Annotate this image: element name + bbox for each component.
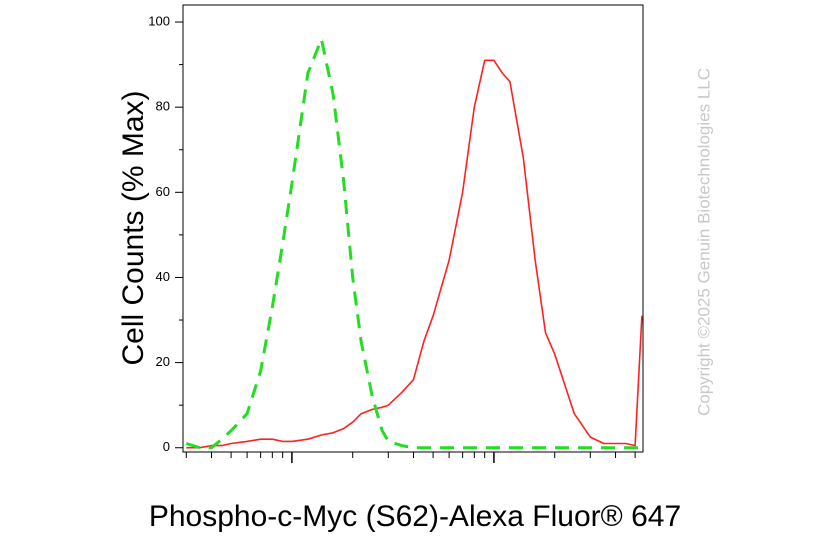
y-tick-label: 40 [156, 269, 170, 284]
y-tick-label: 100 [148, 13, 170, 28]
series-line [185, 37, 642, 450]
y-tick-label: 0 [163, 439, 170, 454]
y-tick-label: 60 [156, 184, 170, 199]
plot-frame [182, 4, 644, 453]
y-tick-label: 20 [156, 354, 170, 369]
watermark: Copyright ©2025 Genuin Biotechnologies L… [694, 68, 713, 416]
y-axis-label: Cell Counts (% Max) [117, 90, 150, 365]
y-tick-label: 80 [156, 99, 170, 114]
x-axis-label: Phospho-c-Myc (S62)-Alexa Fluor® 647 [149, 500, 681, 533]
series-line [186, 59, 643, 449]
